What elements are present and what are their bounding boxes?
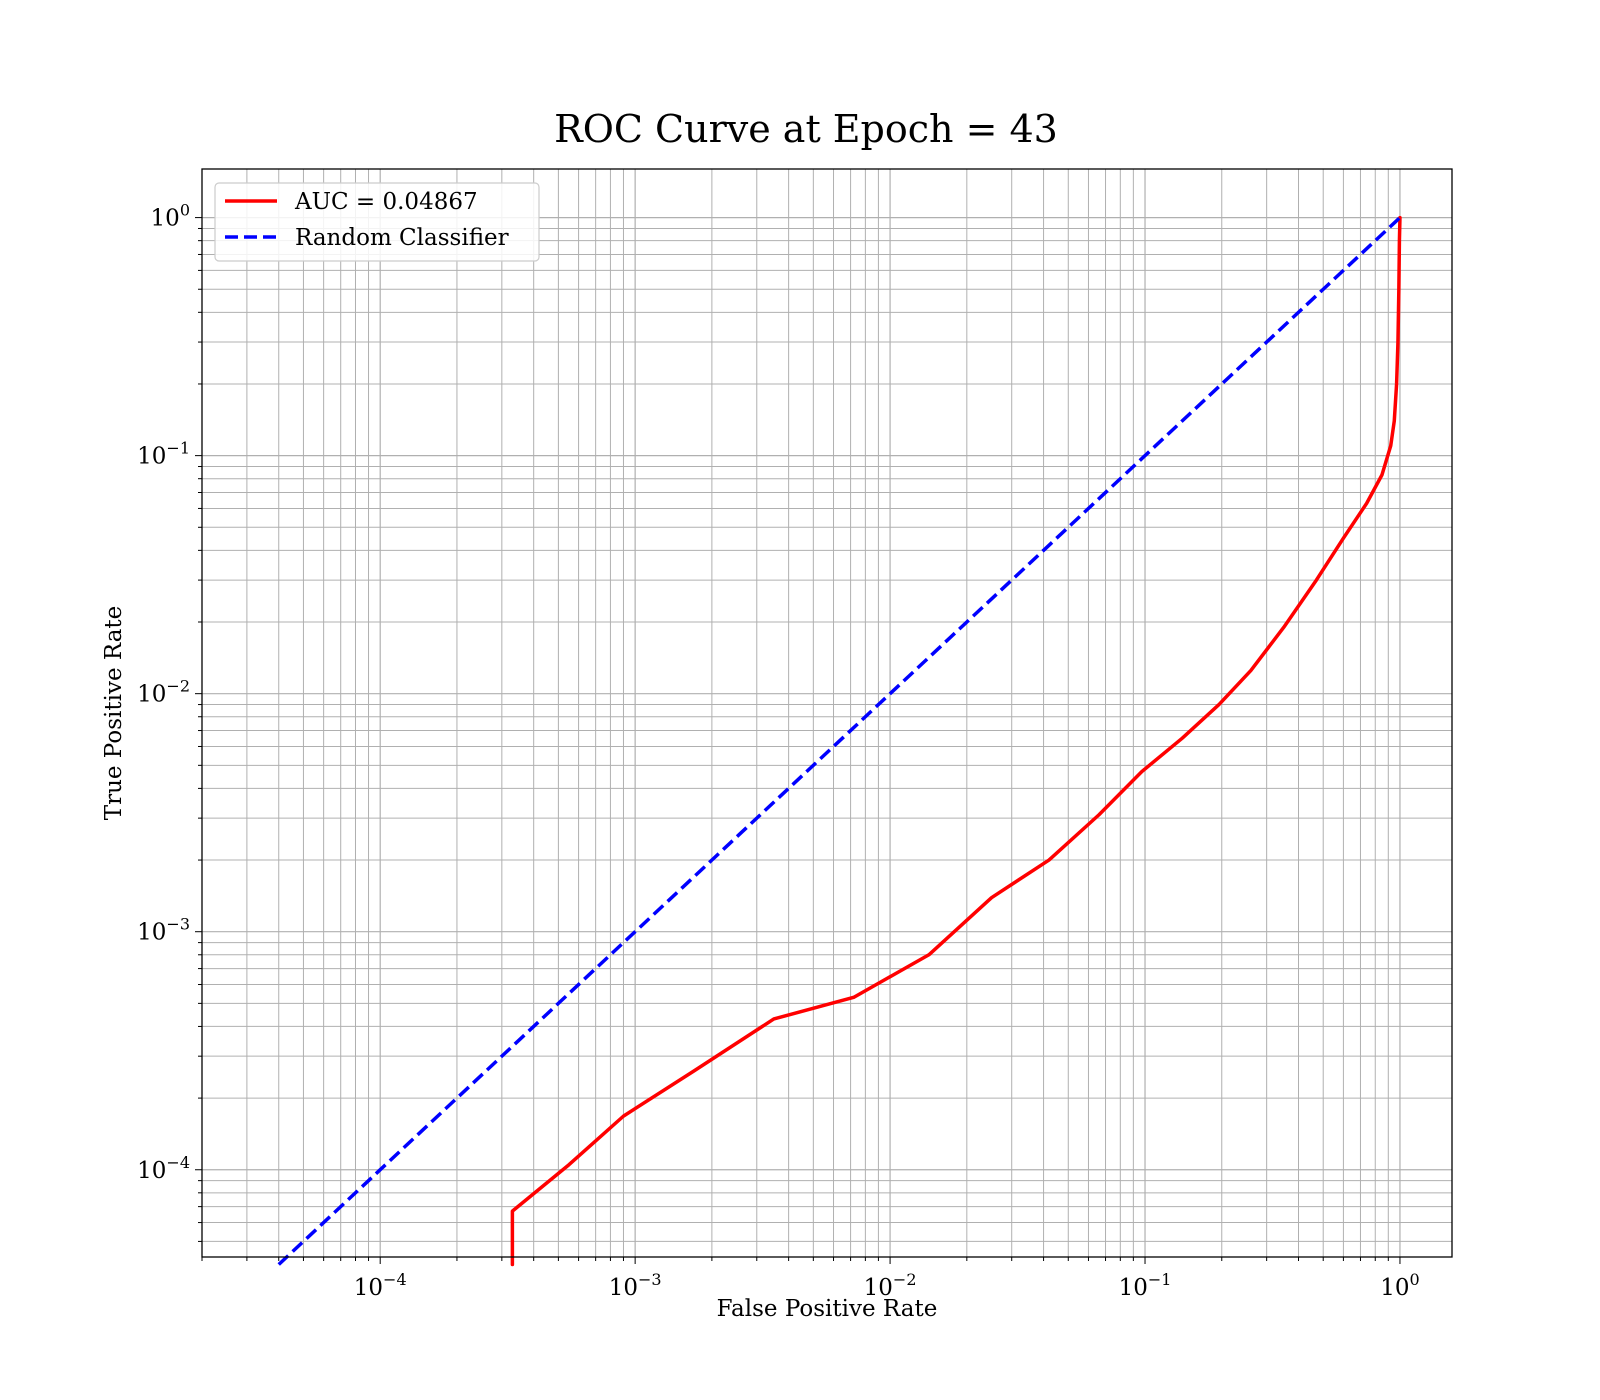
x-axis-label: False Positive Rate xyxy=(717,1296,938,1322)
x-tick-label: 10−4 xyxy=(354,1270,407,1301)
y-tick-label: 10−1 xyxy=(137,439,190,470)
y-tick-label: 10−3 xyxy=(137,915,190,946)
axis-ticks: 10−4 10−3 10−2 10−1 100 10−4 10−3 10−2 10−1 100 xyxy=(137,201,1420,1301)
legend-box xyxy=(214,182,540,262)
y-tick-label: 10−2 xyxy=(137,677,190,708)
random-classifier-line xyxy=(277,216,1402,1266)
x-tick-label: 10−2 xyxy=(864,1270,917,1301)
legend-label-random: Random Classifier xyxy=(295,225,509,251)
y-tick-label: 10−4 xyxy=(137,1153,190,1184)
y-axis-label: True Positive Rate xyxy=(101,606,127,821)
x-tick-label: 10−3 xyxy=(609,1270,662,1301)
grid-lines xyxy=(201,169,1452,1257)
legend: AUC = 0.04867 Random Classifier xyxy=(214,182,540,262)
series-layer xyxy=(277,215,1402,1267)
y-tick-label: 100 xyxy=(151,201,190,232)
legend-label-roc: AUC = 0.04867 xyxy=(294,189,478,215)
x-tick-label: 10−1 xyxy=(1119,1270,1172,1301)
roc-curve-line xyxy=(510,215,1402,1267)
chart-title: ROC Curve at Epoch = 43 xyxy=(554,107,1058,151)
plot-frame xyxy=(201,168,1453,1258)
x-tick-label: 100 xyxy=(1380,1270,1419,1301)
